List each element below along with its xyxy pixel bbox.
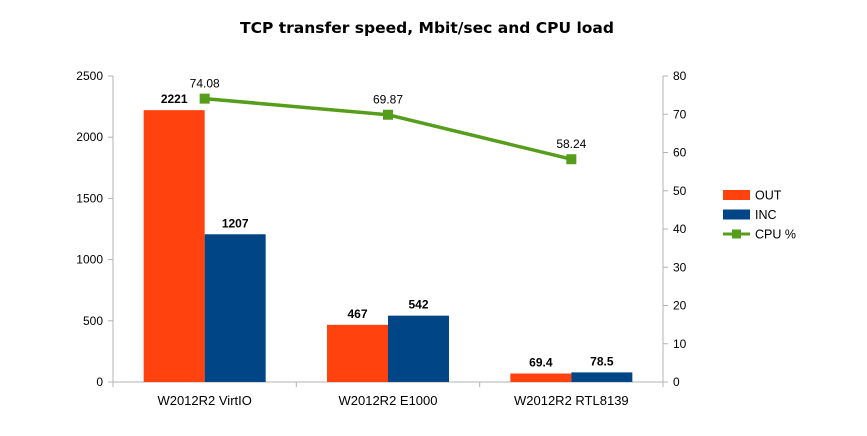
bar-out bbox=[143, 110, 205, 382]
bar-data-label: 467 bbox=[347, 307, 367, 321]
y-left-tick-label: 2000 bbox=[76, 130, 103, 144]
cpu-line bbox=[204, 96, 572, 161]
bar-inc bbox=[388, 315, 449, 382]
y-left-tick-label: 500 bbox=[83, 314, 103, 328]
bar-data-label: 1207 bbox=[222, 216, 249, 230]
y-right-tick-label: 70 bbox=[673, 107, 687, 121]
cpu-data-label: 58.24 bbox=[556, 137, 586, 151]
y-right-tick-label: 10 bbox=[673, 337, 687, 351]
cpu-data-label: 74.08 bbox=[190, 77, 220, 91]
bar-data-label: 2221 bbox=[161, 92, 188, 106]
x-tick-label: W2012R2 VirtIO bbox=[157, 393, 251, 408]
cpu-point bbox=[199, 93, 210, 104]
y-left-tick-label: 0 bbox=[96, 375, 103, 389]
y-right-tick-label: 0 bbox=[673, 375, 680, 389]
bar-out bbox=[327, 324, 388, 382]
cpu-point bbox=[383, 109, 393, 120]
y-left-tick-label: 1500 bbox=[76, 191, 103, 205]
bar-out bbox=[510, 373, 572, 382]
y-right-tick-label: 40 bbox=[673, 222, 687, 236]
y-right-tick-label: 50 bbox=[673, 184, 687, 198]
cpu-point bbox=[566, 154, 577, 165]
bar-data-label: 78.5 bbox=[590, 354, 614, 368]
bar-data-label: 69.4 bbox=[529, 356, 553, 370]
y-right-tick-label: 20 bbox=[673, 299, 687, 313]
y-right-tick-label: 80 bbox=[673, 69, 687, 83]
x-tick-label: W2012R2 RTL8139 bbox=[514, 393, 629, 408]
bar-data-label: 542 bbox=[408, 298, 428, 312]
cpu-data-label: 69.87 bbox=[373, 93, 403, 107]
y-right-tick-label: 30 bbox=[673, 260, 687, 274]
legend-swatch-cpu-marker bbox=[732, 229, 741, 239]
y-left-tick-label: 2500 bbox=[76, 69, 103, 83]
y-left-tick-label: 1000 bbox=[76, 253, 103, 267]
legend-label: INC bbox=[755, 208, 777, 222]
legend-label: OUT bbox=[755, 189, 782, 203]
y-right-tick-label: 60 bbox=[673, 146, 687, 160]
plot-area: 0 500 1000 1500 2000 2500 0 10 20 30 40 50 60 70 80 W20… bbox=[76, 69, 686, 408]
legend: OUT INC CPU % bbox=[723, 189, 796, 242]
chart-title: TCP transfer speed, Mbit/sec and CPU loa… bbox=[240, 19, 614, 37]
bar-inc bbox=[204, 234, 266, 382]
legend-swatch-out bbox=[723, 190, 750, 200]
bar-inc bbox=[571, 372, 633, 382]
x-tick-label: W2012R2 E1000 bbox=[338, 393, 437, 408]
legend-swatch-inc bbox=[723, 209, 750, 220]
legend-label: CPU % bbox=[755, 228, 796, 242]
